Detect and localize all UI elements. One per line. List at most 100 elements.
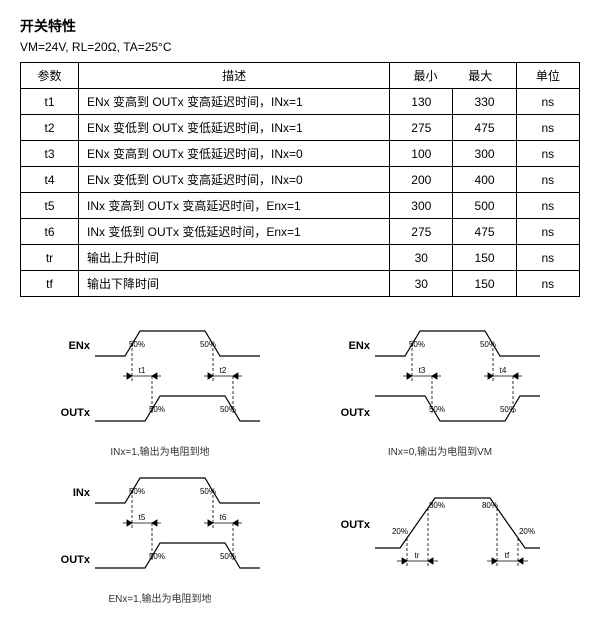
cell-unit: ns xyxy=(516,167,579,193)
cell-param: t4 xyxy=(21,167,79,193)
pct-label: 50% xyxy=(129,340,145,349)
table-row: tf输出下降时间30150ns xyxy=(21,271,580,297)
cell-desc: ENx 变低到 OUTx 变低延迟时间，INx=1 xyxy=(79,115,390,141)
table-row: t2ENx 变低到 OUTx 变低延迟时间，INx=1275475ns xyxy=(21,115,580,141)
cell-min: 30 xyxy=(390,245,453,271)
measure-label: tr xyxy=(415,551,420,560)
diagram-t3-t4: ENx 50% 50% t3 t4 OUTx 50% 50% INx=0,输出为… xyxy=(325,321,555,458)
diagram-t5-t6: INx 50% 50% t5 t6 OUTx 50% 50% ENx=1,输出为… xyxy=(45,468,275,605)
diagram-caption: ENx=1,输出为电阻到地 xyxy=(108,590,211,605)
col-minmax: 最小 最大 xyxy=(390,63,517,89)
sig-label: OUTx xyxy=(61,554,91,566)
cell-param: tf xyxy=(21,271,79,297)
measure-label: t1 xyxy=(139,366,146,375)
cell-max: 400 xyxy=(453,167,516,193)
spec-table: 参数 描述 最小 最大 单位 t1ENx 变高到 OUTx 变高延迟时间，INx… xyxy=(20,62,580,297)
cell-min: 275 xyxy=(390,115,453,141)
cell-unit: ns xyxy=(516,89,579,115)
table-row: t3ENx 变高到 OUTx 变低延迟时间，INx=0100300ns xyxy=(21,141,580,167)
col-param: 参数 xyxy=(21,63,79,89)
measure-label: t2 xyxy=(220,366,227,375)
cell-desc: ENx 变高到 OUTx 变低延迟时间，INx=0 xyxy=(79,141,390,167)
measure-label: tf xyxy=(505,551,510,560)
section-conditions: VM=24V, RL=20Ω, TA=25°C xyxy=(20,40,583,54)
sig-label: ENx xyxy=(69,340,91,352)
cell-unit: ns xyxy=(516,193,579,219)
col-desc: 描述 xyxy=(79,63,390,89)
diagram-svg: OUTx 20% 80% 80% 20% tr tf xyxy=(325,468,555,588)
cell-param: t5 xyxy=(21,193,79,219)
measure-label: t5 xyxy=(139,513,146,522)
cell-min: 275 xyxy=(390,219,453,245)
cell-desc: INx 变低到 OUTx 变低延迟时间，Enx=1 xyxy=(79,219,390,245)
pct-label: 20% xyxy=(392,527,408,536)
sig-label: INx xyxy=(73,487,91,499)
col-min: 最小 xyxy=(414,67,438,84)
table-row: t6INx 变低到 OUTx 变低延迟时间，Enx=1275475ns xyxy=(21,219,580,245)
pct-label: 80% xyxy=(482,501,498,510)
sig-label: ENx xyxy=(349,340,371,352)
cell-min: 130 xyxy=(390,89,453,115)
diagram-tr-tf: OUTx 20% 80% 80% 20% tr tf xyxy=(325,468,555,605)
cell-min: 100 xyxy=(390,141,453,167)
pct-label: 50% xyxy=(200,340,216,349)
diagram-caption: INx=1,输出为电阻到地 xyxy=(110,443,209,458)
cell-max: 150 xyxy=(453,245,516,271)
sig-label: OUTx xyxy=(61,407,91,419)
cell-unit: ns xyxy=(516,245,579,271)
cell-desc: 输出下降时间 xyxy=(79,271,390,297)
cell-desc: ENx 变低到 OUTx 变高延迟时间，INx=0 xyxy=(79,167,390,193)
cell-param: tr xyxy=(21,245,79,271)
pct-label: 50% xyxy=(409,340,425,349)
table-row: t4ENx 变低到 OUTx 变高延迟时间，INx=0200400ns xyxy=(21,167,580,193)
cell-unit: ns xyxy=(516,271,579,297)
pct-label: 50% xyxy=(129,487,145,496)
pct-label: 80% xyxy=(429,501,445,510)
cell-param: t3 xyxy=(21,141,79,167)
measure-label: t4 xyxy=(500,366,507,375)
cell-param: t6 xyxy=(21,219,79,245)
pct-label: 50% xyxy=(149,552,165,561)
cell-desc: 输出上升时间 xyxy=(79,245,390,271)
table-row: t1ENx 变高到 OUTx 变高延迟时间，INx=1130330ns xyxy=(21,89,580,115)
col-unit: 单位 xyxy=(516,63,579,89)
pct-label: 50% xyxy=(429,405,445,414)
pct-label: 50% xyxy=(480,340,496,349)
cell-desc: INx 变高到 OUTx 变高延迟时间，Enx=1 xyxy=(79,193,390,219)
cell-param: t1 xyxy=(21,89,79,115)
measure-label: t6 xyxy=(220,513,227,522)
diagram-svg: ENx 50% 50% t3 t4 OUTx 50% 50% xyxy=(325,321,555,441)
diagram-svg: ENx 50% 50% t1 t2 OUTx 50% 50% xyxy=(45,321,275,441)
pct-label: 20% xyxy=(519,527,535,536)
table-header-row: 参数 描述 最小 最大 单位 xyxy=(21,63,580,89)
cell-unit: ns xyxy=(516,219,579,245)
cell-max: 330 xyxy=(453,89,516,115)
pct-label: 50% xyxy=(200,487,216,496)
cell-max: 475 xyxy=(453,219,516,245)
pct-label: 50% xyxy=(149,405,165,414)
diagram-svg: INx 50% 50% t5 t6 OUTx 50% 50% xyxy=(45,468,275,588)
cell-min: 200 xyxy=(390,167,453,193)
diagram-t1-t2: ENx 50% 50% t1 t2 OUTx 50% 50% INx=1,输出为… xyxy=(45,321,275,458)
section-title: 开关特性 xyxy=(20,16,583,36)
diagram-caption: INx=0,输出为电阻到VM xyxy=(388,443,492,458)
measure-label: t3 xyxy=(419,366,426,375)
sig-label: OUTx xyxy=(341,407,371,419)
cell-desc: ENx 变高到 OUTx 变高延迟时间，INx=1 xyxy=(79,89,390,115)
cell-unit: ns xyxy=(516,141,579,167)
cell-max: 500 xyxy=(453,193,516,219)
pct-label: 50% xyxy=(220,552,236,561)
cell-max: 475 xyxy=(453,115,516,141)
sig-label: OUTx xyxy=(341,519,371,531)
col-max: 最大 xyxy=(468,67,492,84)
timing-diagrams: ENx 50% 50% t1 t2 OUTx 50% 50% INx=1,输出为… xyxy=(20,321,580,605)
cell-max: 150 xyxy=(453,271,516,297)
cell-min: 30 xyxy=(390,271,453,297)
table-row: tr输出上升时间30150ns xyxy=(21,245,580,271)
pct-label: 50% xyxy=(220,405,236,414)
cell-unit: ns xyxy=(516,115,579,141)
cell-param: t2 xyxy=(21,115,79,141)
cell-min: 300 xyxy=(390,193,453,219)
table-row: t5INx 变高到 OUTx 变高延迟时间，Enx=1300500ns xyxy=(21,193,580,219)
cell-max: 300 xyxy=(453,141,516,167)
